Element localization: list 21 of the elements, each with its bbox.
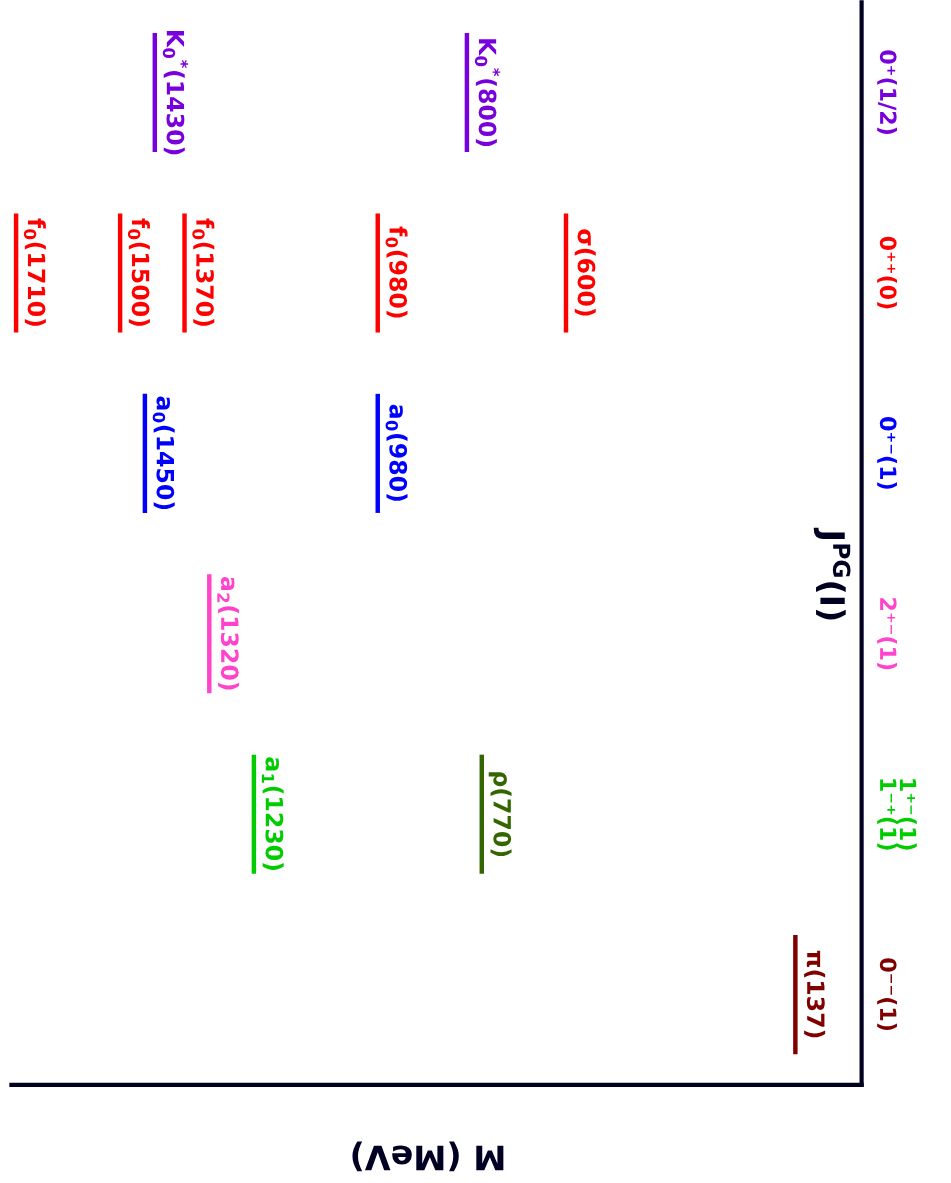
text: J$^{PG}$(I) [813,527,851,620]
data-label: f$_{0}$(1500) [127,218,150,326]
data-label: a$_{2}$(1320) [217,576,240,690]
text: M (MeV) [352,1141,504,1172]
data-label: σ(600) [574,229,596,316]
data-label: ρ(770) [488,772,512,857]
category-label: 2⁺⁻(1) [877,598,897,670]
category-label: 0⁺⁺(0) [877,236,897,309]
data-label: a$_{1}$(1230) [261,757,284,870]
data-label: a$_{0}$(1450) [152,396,175,510]
data-label: K$_{0}$$^{*}$(800) [474,39,501,146]
data-label: f$_{0}$(980) [385,226,408,318]
category-label: 1⁺⁻(1) 1⁻⁺(1) [877,779,917,850]
category-label: 0⁺⁻(1) [877,417,897,489]
data-label: π(137) [804,950,826,1038]
data-label: f$_{0}$(1370) [192,218,215,326]
data-label: f$_{0}$(1710) [23,218,46,326]
category-label: 0⁻⁻(1) [877,958,897,1031]
data-label: K$_{0}$$^{*}$(1430) [162,30,189,155]
data-label: a$_{0}$(980) [385,404,408,501]
category-label: 0⁺(1/2) [877,50,897,134]
